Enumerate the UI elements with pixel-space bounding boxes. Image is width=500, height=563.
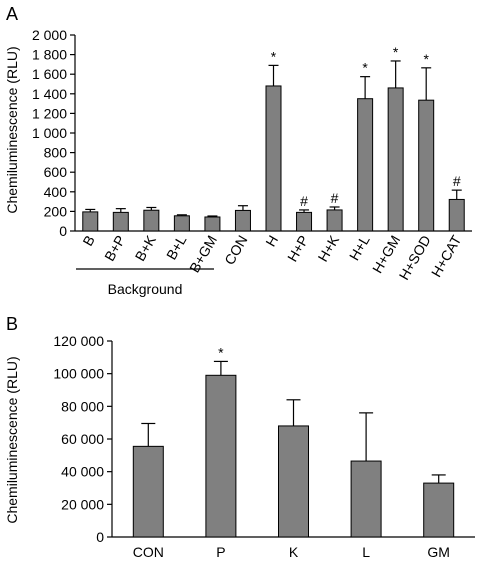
panel-a-category-label: B — [79, 233, 98, 249]
panel-a-bars: * # # * * * # — [82, 44, 465, 232]
panel-a-category-label: H+P — [284, 233, 312, 265]
panel-a-category-label: H+CAT — [428, 232, 465, 280]
panel-b-y-tick-label: 20 000 — [61, 496, 104, 512]
panel-b-y-tick-label: 100 000 — [53, 366, 104, 382]
panel-b-bar — [278, 425, 309, 538]
background-group-label: Background — [108, 281, 183, 297]
panel-a-letter: A — [6, 4, 18, 24]
panel-b: B Chemiluminescence (RLU) 0 20 000 40 000 6… — [4, 314, 475, 560]
panel-a-y-tick-label: 0 — [59, 223, 67, 239]
panel-a-axes: 0 200 400 600 800 1 000 1 200 1 400 1 600 1 800 2 … — [32, 27, 472, 239]
panel-b-category-label: L — [362, 544, 370, 560]
panel-a-y-tick-label: 1 400 — [32, 86, 67, 102]
panel-b-bar — [423, 482, 455, 538]
panel-b-bar — [132, 445, 164, 538]
panel-a-category-label: B+P — [101, 233, 128, 264]
panel-a-significance-marker: * — [271, 48, 277, 64]
panel-b-bar — [205, 374, 237, 538]
panel-a-significance-marker: * — [423, 51, 429, 67]
panel-a-y-tick-label: 600 — [44, 164, 68, 180]
panel-a-y-tick-label: 200 — [44, 203, 68, 219]
panel-a-bar — [173, 215, 190, 232]
panel-a-category-labels: B B+P B+K B+LB+GM CON H H+P H+K H+LH+GMH+SODH+CA… — [79, 232, 464, 283]
panel-a-bar — [448, 198, 465, 232]
panel-b-y-tick-label: 80 000 — [61, 398, 104, 414]
panel-b-y-tick-label: 60 000 — [61, 431, 104, 447]
panel-b-y-tick-label: 120 000 — [53, 333, 104, 349]
panel-b-axes: 0 20 000 40 000 60 000 80 000 100 000 120 000 — [53, 333, 475, 545]
panel-b-significance-marker: * — [218, 344, 224, 360]
panel-a-bar — [387, 87, 404, 232]
panel-a-category-label: B+K — [132, 232, 160, 264]
panel-a-y-tick-label: 1 000 — [32, 125, 67, 141]
panel-a-category-label: H+K — [315, 232, 343, 264]
panel-a-bar — [326, 209, 343, 232]
panel-a-bar — [296, 211, 313, 232]
panel-a-y-tick-label: 1 200 — [32, 105, 67, 121]
panel-a-bar — [112, 211, 129, 232]
panel-a-bar — [204, 216, 221, 232]
panel-a-category-label: H+L — [346, 232, 373, 263]
panel-a-category-label: H — [262, 233, 281, 250]
panel-a-significance-marker: * — [362, 60, 368, 76]
panel-b-category-label: K — [289, 544, 299, 560]
panel-b-y-tick-label: 40 000 — [61, 464, 104, 480]
panel-b-category-labels: CON P K L GM — [133, 544, 450, 560]
panel-b-y-axis-label: Chemiluminescence (RLU) — [4, 356, 20, 523]
panel-a-y-tick-label: 2 000 — [32, 27, 67, 43]
panel-b-category-label: CON — [133, 544, 164, 560]
panel-a-bar — [143, 209, 160, 232]
panel-a-bar — [418, 99, 435, 232]
panel-a-significance-marker: # — [453, 173, 461, 189]
panel-a-category-label: CON — [221, 233, 250, 268]
panel-b-bars: * — [132, 344, 455, 538]
panel-a: A Chemiluminescence (RLU) 0 200 400 600 800 1… — [4, 4, 472, 297]
panel-a-y-tick-label: 1 600 — [32, 66, 67, 82]
panel-a-y-tick-label: 1 800 — [32, 47, 67, 63]
panel-a-bar — [234, 209, 251, 232]
panel-a-significance-marker: # — [331, 190, 339, 206]
panel-a-bar — [82, 211, 99, 232]
panel-a-y-axis-label: Chemiluminescence (RLU) — [4, 46, 20, 213]
panel-a-y-tick-label: 400 — [44, 184, 68, 200]
panel-b-category-label: GM — [427, 544, 450, 560]
panel-a-bar — [357, 98, 374, 232]
panel-a-significance-marker: # — [300, 193, 308, 209]
panel-a-significance-marker: * — [393, 44, 399, 60]
panel-b-y-tick-label: 0 — [96, 529, 104, 545]
panel-a-y-tick-label: 800 — [44, 145, 68, 161]
panel-b-letter: B — [6, 314, 18, 334]
panel-a-category-label: B+L — [163, 232, 190, 262]
panel-b-bar — [350, 460, 382, 538]
panel-a-bar — [265, 85, 282, 232]
panel-b-category-label: P — [216, 544, 225, 560]
